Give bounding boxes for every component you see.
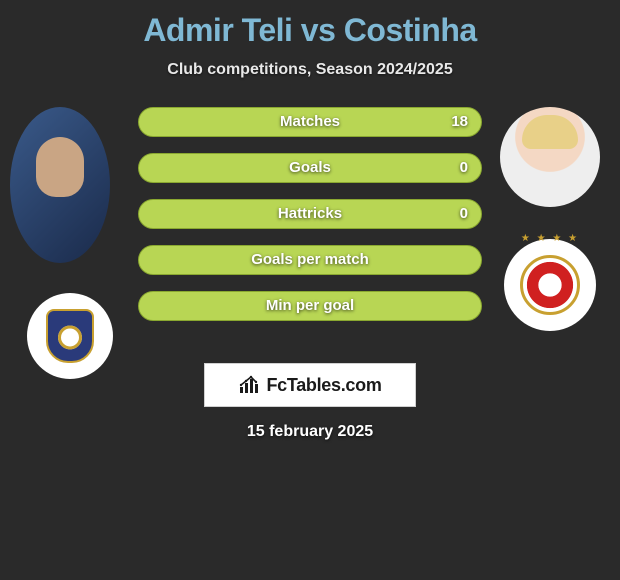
stat-row: Min per goal <box>138 291 482 321</box>
brand-badge: FcTables.com <box>204 363 416 407</box>
subtitle: Club competitions, Season 2024/2025 <box>0 61 620 79</box>
stat-value: 0 <box>460 199 468 229</box>
stat-row: Hattricks 0 <box>138 199 482 229</box>
player-left-avatar <box>10 107 110 263</box>
stat-row: Goals 0 <box>138 153 482 183</box>
stats-bars: Matches 18 Goals 0 Hattricks 0 Goals per… <box>138 105 482 321</box>
club-left-logo <box>27 293 113 379</box>
stat-row: Matches 18 <box>138 107 482 137</box>
club-right-logo <box>504 239 596 331</box>
snapshot-date: 15 february 2025 <box>0 423 620 441</box>
stat-row: Goals per match <box>138 245 482 275</box>
chart-icon <box>238 375 262 395</box>
page-title: Admir Teli vs Costinha <box>0 0 620 49</box>
stat-label: Matches <box>138 107 482 137</box>
player-right-avatar <box>500 107 600 207</box>
stat-label: Goals <box>138 153 482 183</box>
stat-label: Hattricks <box>138 199 482 229</box>
stat-value: 18 <box>451 107 468 137</box>
stat-label: Goals per match <box>138 245 482 275</box>
stat-label: Min per goal <box>138 291 482 321</box>
brand-text: FcTables.com <box>266 375 381 396</box>
stat-value: 0 <box>460 153 468 183</box>
comparison-panel: Matches 18 Goals 0 Hattricks 0 Goals per… <box>0 105 620 441</box>
